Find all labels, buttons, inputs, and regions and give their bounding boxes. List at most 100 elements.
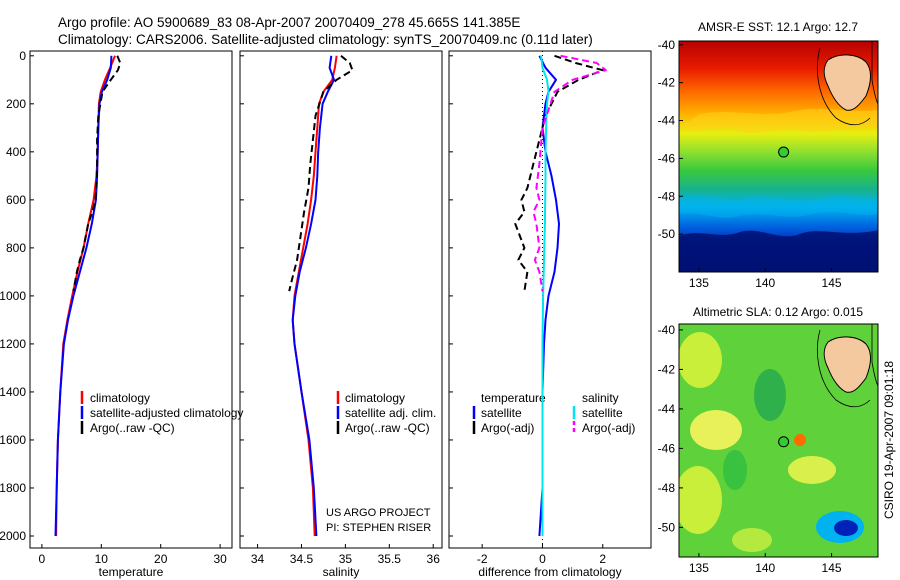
sst-blue-front	[679, 194, 878, 218]
temperature-xtick-label: 10	[95, 552, 109, 566]
sst-map-frame	[678, 40, 879, 273]
sst-cold-band	[679, 230, 878, 272]
sst-ytick-label: -44	[658, 114, 676, 128]
sst-warm-front	[679, 108, 878, 134]
mainland-coast	[871, 41, 878, 105]
legend-sal-satellite: satellite adj. clim.	[345, 406, 436, 420]
difference-series-salinity-argo-adj-	[532, 54, 607, 292]
sla-profile-location	[778, 436, 790, 448]
sla-low-anomaly	[754, 369, 786, 421]
temperature-axes	[29, 50, 233, 549]
salinity-xtick-label: 34.5	[290, 552, 314, 566]
profile-plots	[29, 50, 652, 549]
tasmania-land	[823, 336, 872, 393]
sla-ytick-label: -48	[658, 481, 676, 495]
salinity-xlabel: salinity	[323, 565, 360, 579]
temperature-ytick-label: 800	[6, 241, 26, 255]
difference-xtick-label: 0	[539, 552, 546, 566]
temperature-series-argo-raw-qc-	[72, 55, 122, 292]
temperature-ytick-label: 200	[6, 97, 26, 111]
temperature-ytick-label: 1400	[0, 385, 26, 399]
sla-ytick-label: -40	[658, 323, 676, 337]
sst-ytick-label: -48	[658, 189, 676, 203]
legend-temp-argo: Argo(..raw -QC)	[90, 421, 175, 435]
salinity-xtick-label: 34	[251, 552, 265, 566]
sla-high-anomaly	[794, 434, 806, 446]
sst-ytick-label: -42	[658, 76, 676, 90]
sst-bathymetry-contour	[817, 47, 871, 126]
sst-ytick-label: -50	[658, 227, 676, 241]
legend-sal-climatology: climatology	[345, 391, 405, 405]
difference-legend: temperature salinity satellite Argo(-adj…	[472, 391, 635, 435]
sla-high-anomaly	[679, 332, 722, 388]
salinity-axes	[239, 50, 443, 549]
temperature-ytick-label: 1600	[0, 433, 26, 447]
legend-diff-salinity-header: salinity	[582, 391, 619, 405]
temperature-ytick-label: 2000	[0, 529, 26, 543]
sla-ytick-label: -44	[658, 402, 676, 416]
sla-xtick-label: 135	[689, 561, 709, 575]
sla-xtick-label: 145	[822, 561, 842, 575]
sst-ytick-label: -40	[658, 38, 676, 52]
sla-map-frame	[678, 323, 879, 558]
temperature-xlabel: temperature	[99, 565, 164, 579]
temperature-ytick-label: 1800	[0, 481, 26, 495]
sla-high-anomaly	[732, 528, 772, 552]
salinity-xtick-label: 35	[339, 552, 353, 566]
sla-high-anomaly	[679, 466, 722, 534]
difference-xtick-label: 2	[599, 552, 606, 566]
project-name: US ARGO PROJECT	[326, 507, 431, 519]
sla-low-anomaly	[834, 520, 858, 536]
temperature-series-climatology	[55, 55, 116, 537]
sla-map: Altimetric SLA: 0.12 Argo: 0.015	[678, 305, 879, 558]
temperature-ytick-label: 1000	[0, 289, 26, 303]
tasmania-land	[823, 54, 872, 111]
sla-bathymetry-contour	[817, 329, 871, 408]
sla-low-anomaly	[723, 450, 747, 490]
temperature-xtick-label: 20	[154, 552, 168, 566]
legend-temp-satellite: satellite-adjusted climatology	[90, 406, 243, 420]
sst-map-title: AMSR-E SST: 12.1 Argo: 12.7	[698, 20, 858, 34]
difference-xtick-label: -2	[477, 552, 488, 566]
legend-temp-climatology: climatology	[90, 391, 150, 405]
salinity-xtick-label: 35.5	[378, 552, 402, 566]
sst-xtick-label: 140	[755, 276, 775, 290]
legend-diff-sal-satellite: satellite	[582, 406, 623, 420]
salinity-series-argo-raw-qc-	[288, 55, 354, 292]
difference-series-temperature-argo-adj-	[514, 54, 604, 292]
temperature-xtick-label: 30	[213, 552, 227, 566]
difference-axes	[448, 50, 652, 549]
sla-high-anomaly	[788, 456, 836, 484]
sla-ytick-label: -50	[658, 520, 676, 534]
mainland-coast	[871, 324, 878, 387]
legend-sal-argo: Argo(..raw -QC)	[345, 421, 430, 435]
credit-stamp: CSIRO 19-Apr-2007 09:01:18	[882, 361, 896, 519]
principal-investigator: PI: STEPHEN RISER	[326, 522, 431, 534]
difference-series-salinity-satellite	[540, 55, 550, 536]
temperature-legend: climatology satellite-adjusted climatolo…	[80, 391, 243, 435]
legend-diff-temp-satellite: satellite	[481, 406, 522, 420]
sst-ytick-label: -46	[658, 151, 676, 165]
sst-map: AMSR-E SST: 12.1 Argo: 12.7	[678, 20, 879, 273]
legend-diff-sal-argo: Argo(-adj)	[582, 421, 635, 435]
temperature-ytick-label: 600	[6, 193, 26, 207]
sla-ytick-label: -46	[658, 441, 676, 455]
sst-xtick-label: 135	[689, 276, 709, 290]
temperature-ytick-label: 400	[6, 145, 26, 159]
salinity-legend: climatology satellite adj. clim. Argo(..…	[326, 391, 436, 534]
sla-map-title: Altimetric SLA: 0.12 Argo: 0.015	[693, 305, 863, 319]
temperature-xtick-label: 0	[39, 552, 46, 566]
sla-ytick-label: -42	[658, 362, 676, 376]
sst-profile-location	[778, 146, 790, 158]
sst-xtick-label: 145	[822, 276, 842, 290]
salinity-xtick-label: 36	[427, 552, 441, 566]
sla-high-anomaly	[690, 410, 742, 450]
figure-title-line2: Climatology: CARS2006. Satellite-adjuste…	[58, 32, 593, 47]
temperature-series-satellite-adjusted-climatology	[54, 55, 113, 537]
temperature-ytick-label: 0	[19, 49, 26, 63]
sla-xtick-label: 140	[755, 561, 775, 575]
figure-title-line1: Argo profile: AO 5900689_83 08-Apr-2007 …	[58, 15, 520, 30]
salinity-series-satellite-adj-clim-	[291, 55, 335, 537]
temperature-ytick-label: 1200	[0, 337, 26, 351]
